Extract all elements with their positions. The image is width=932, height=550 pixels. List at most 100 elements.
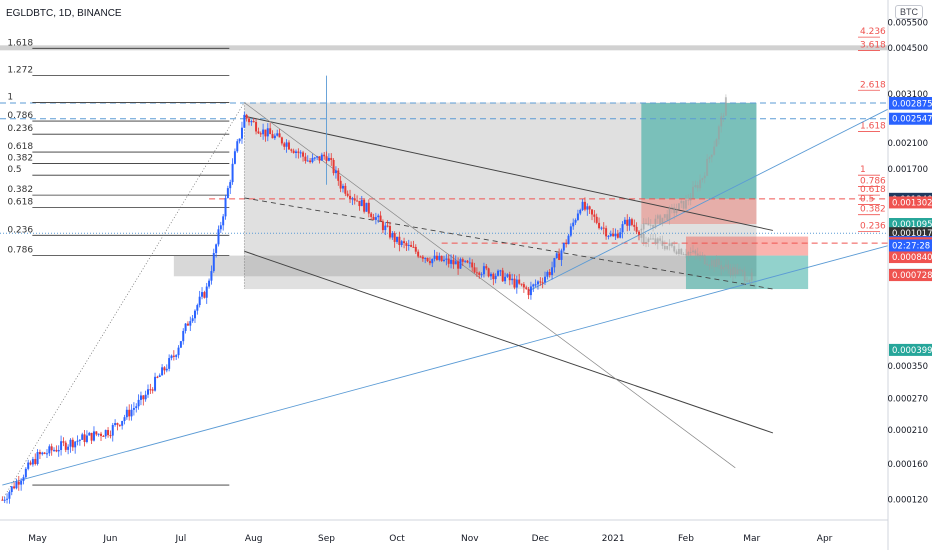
candle-body — [287, 142, 290, 150]
candle-body — [184, 323, 187, 331]
projection-candle-alt-body — [734, 267, 737, 275]
candle-body — [511, 278, 514, 281]
candle-body — [464, 260, 467, 262]
candle-body — [226, 188, 229, 199]
candle-body — [497, 270, 500, 276]
candle-body — [71, 439, 74, 448]
candle-body — [473, 267, 476, 273]
projection-candle-body — [701, 178, 704, 180]
candle-body — [445, 258, 448, 260]
candle-body — [102, 435, 105, 437]
projection-candle-alt-body — [659, 238, 662, 241]
candle-body — [400, 241, 403, 246]
candle-body — [487, 268, 490, 277]
candle-body — [572, 222, 575, 227]
projection-candle-alt-body — [663, 245, 666, 250]
candle-body — [255, 122, 258, 132]
projection-candle-alt-body — [668, 242, 671, 246]
time-tick-label: Feb — [678, 534, 694, 544]
projection-candle-alt-body — [724, 264, 727, 267]
projection-candle-body — [722, 115, 725, 117]
candle-body — [332, 159, 335, 174]
candle-body — [137, 399, 140, 407]
projection-candle-alt-body — [715, 259, 718, 268]
candle-body — [83, 434, 86, 442]
candle-body — [163, 367, 166, 371]
price-label-box — [889, 269, 932, 282]
candle-body — [210, 271, 213, 281]
time-tick-label: Jun — [102, 534, 117, 544]
candle-body — [393, 233, 396, 242]
candles-layer — [1, 94, 753, 504]
candle-body — [341, 185, 344, 189]
fib-level-label: 0.382 — [7, 185, 33, 195]
projection-candle-alt-body — [666, 245, 669, 250]
candle-body — [50, 446, 53, 451]
candle-body — [546, 272, 549, 277]
candle-body — [132, 408, 135, 410]
candle-body — [283, 143, 286, 147]
candle-body — [186, 323, 189, 326]
candle-body — [245, 114, 248, 119]
candle-body — [177, 347, 180, 356]
candle-body — [574, 219, 577, 223]
candle-body — [257, 131, 260, 134]
candle-body — [426, 257, 429, 262]
countdown-box — [889, 239, 932, 252]
candle-body — [165, 368, 168, 371]
candle-body — [285, 142, 288, 147]
fib-level-label: 0.786 — [7, 246, 33, 256]
candle-body — [327, 157, 330, 161]
candle-body — [31, 459, 34, 465]
candle-body — [107, 430, 110, 436]
candle-body — [614, 233, 617, 237]
candle-body — [104, 430, 107, 437]
candle-body — [377, 215, 380, 218]
candle-body — [428, 261, 431, 264]
candle-body — [595, 216, 598, 223]
projection-candle-alt-body — [696, 253, 699, 257]
projection-candle-alt-body — [645, 241, 648, 243]
candle-body — [607, 235, 610, 237]
candle-body — [60, 441, 63, 450]
price-label-text: 0.002875 — [892, 100, 932, 110]
candle-body — [238, 138, 241, 142]
candle-body — [69, 439, 72, 447]
candle-body — [309, 160, 312, 163]
price-label-text: 0.000840 — [892, 253, 932, 263]
candle-body — [320, 154, 323, 161]
candle-body — [236, 141, 239, 152]
projection-candle-body — [689, 197, 692, 201]
price-label-box — [889, 218, 932, 231]
candle-body — [405, 243, 408, 246]
candle-body — [53, 449, 56, 451]
projection-candle-alt-body — [743, 271, 746, 281]
candle-body — [539, 281, 542, 283]
candle-body — [417, 251, 420, 257]
quote-currency-badge[interactable]: BTC — [895, 5, 923, 19]
candle-body — [344, 185, 347, 194]
candle-body — [494, 275, 497, 280]
candle-body — [628, 219, 631, 226]
price-tick-label: 0.005500 — [887, 19, 928, 29]
candle-body — [250, 121, 253, 123]
projection-candle-body — [666, 214, 669, 221]
projection-candle-body — [687, 199, 690, 201]
candle-body — [334, 170, 337, 174]
candle-body — [621, 224, 624, 233]
candle-body — [3, 499, 6, 501]
candle-body — [353, 198, 356, 201]
candle-body — [318, 156, 321, 161]
fib-level-label: 1.618 — [7, 38, 33, 48]
candle-body — [43, 452, 46, 454]
fib-right-label: 1.618 — [860, 121, 886, 131]
candle-body — [365, 202, 368, 212]
projection-candle-body — [720, 116, 723, 127]
candle-body — [13, 486, 16, 489]
price-label-text: 0.001095 — [892, 220, 932, 230]
candle-body — [219, 225, 222, 230]
candle-body — [6, 498, 9, 500]
candle-body — [313, 157, 316, 159]
candle-body — [504, 276, 507, 282]
